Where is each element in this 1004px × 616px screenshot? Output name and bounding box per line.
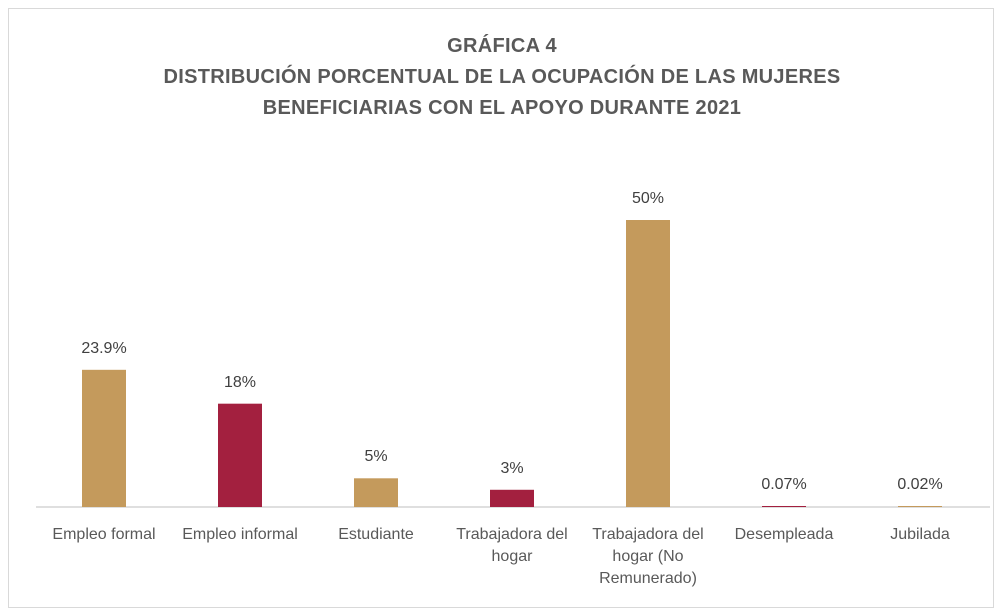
data-label: 23.9%: [81, 339, 127, 357]
chart-subtitle: DISTRIBUCIÓN PORCENTUAL DE LA OCUPACIÓN …: [163, 66, 841, 88]
data-label: 3%: [500, 459, 524, 477]
x-tick-label: Trabajadora del hogar: [456, 526, 568, 565]
data-label: 0.02%: [897, 476, 943, 493]
bar: [218, 403, 262, 507]
bar: [354, 478, 398, 507]
bar: [626, 220, 670, 507]
x-tick-label: Trabajadora del hogar (No Remunerado): [592, 526, 704, 587]
chart-subtitle: BENEFICIARIAS CON EL APOYO DURANTE 2021: [262, 97, 742, 119]
x-tick-label: Desempleada: [734, 526, 834, 543]
data-label: 5%: [364, 448, 388, 466]
x-tick-label: Empleo formal: [52, 526, 156, 543]
bar: [762, 506, 806, 507]
chart-frame: [8, 8, 994, 608]
data-label: 18%: [223, 373, 257, 391]
data-label: 50%: [631, 190, 665, 207]
x-tick-label: Empleo informal: [182, 526, 298, 543]
x-tick-label: Estudiante: [338, 526, 414, 543]
bar: [898, 506, 942, 507]
x-tick-label: Jubilada: [890, 526, 950, 543]
data-label: 0.07%: [761, 476, 807, 493]
bar: [82, 369, 126, 507]
bar: [490, 489, 534, 507]
chart-title: GRÁFICA 4: [447, 35, 557, 57]
